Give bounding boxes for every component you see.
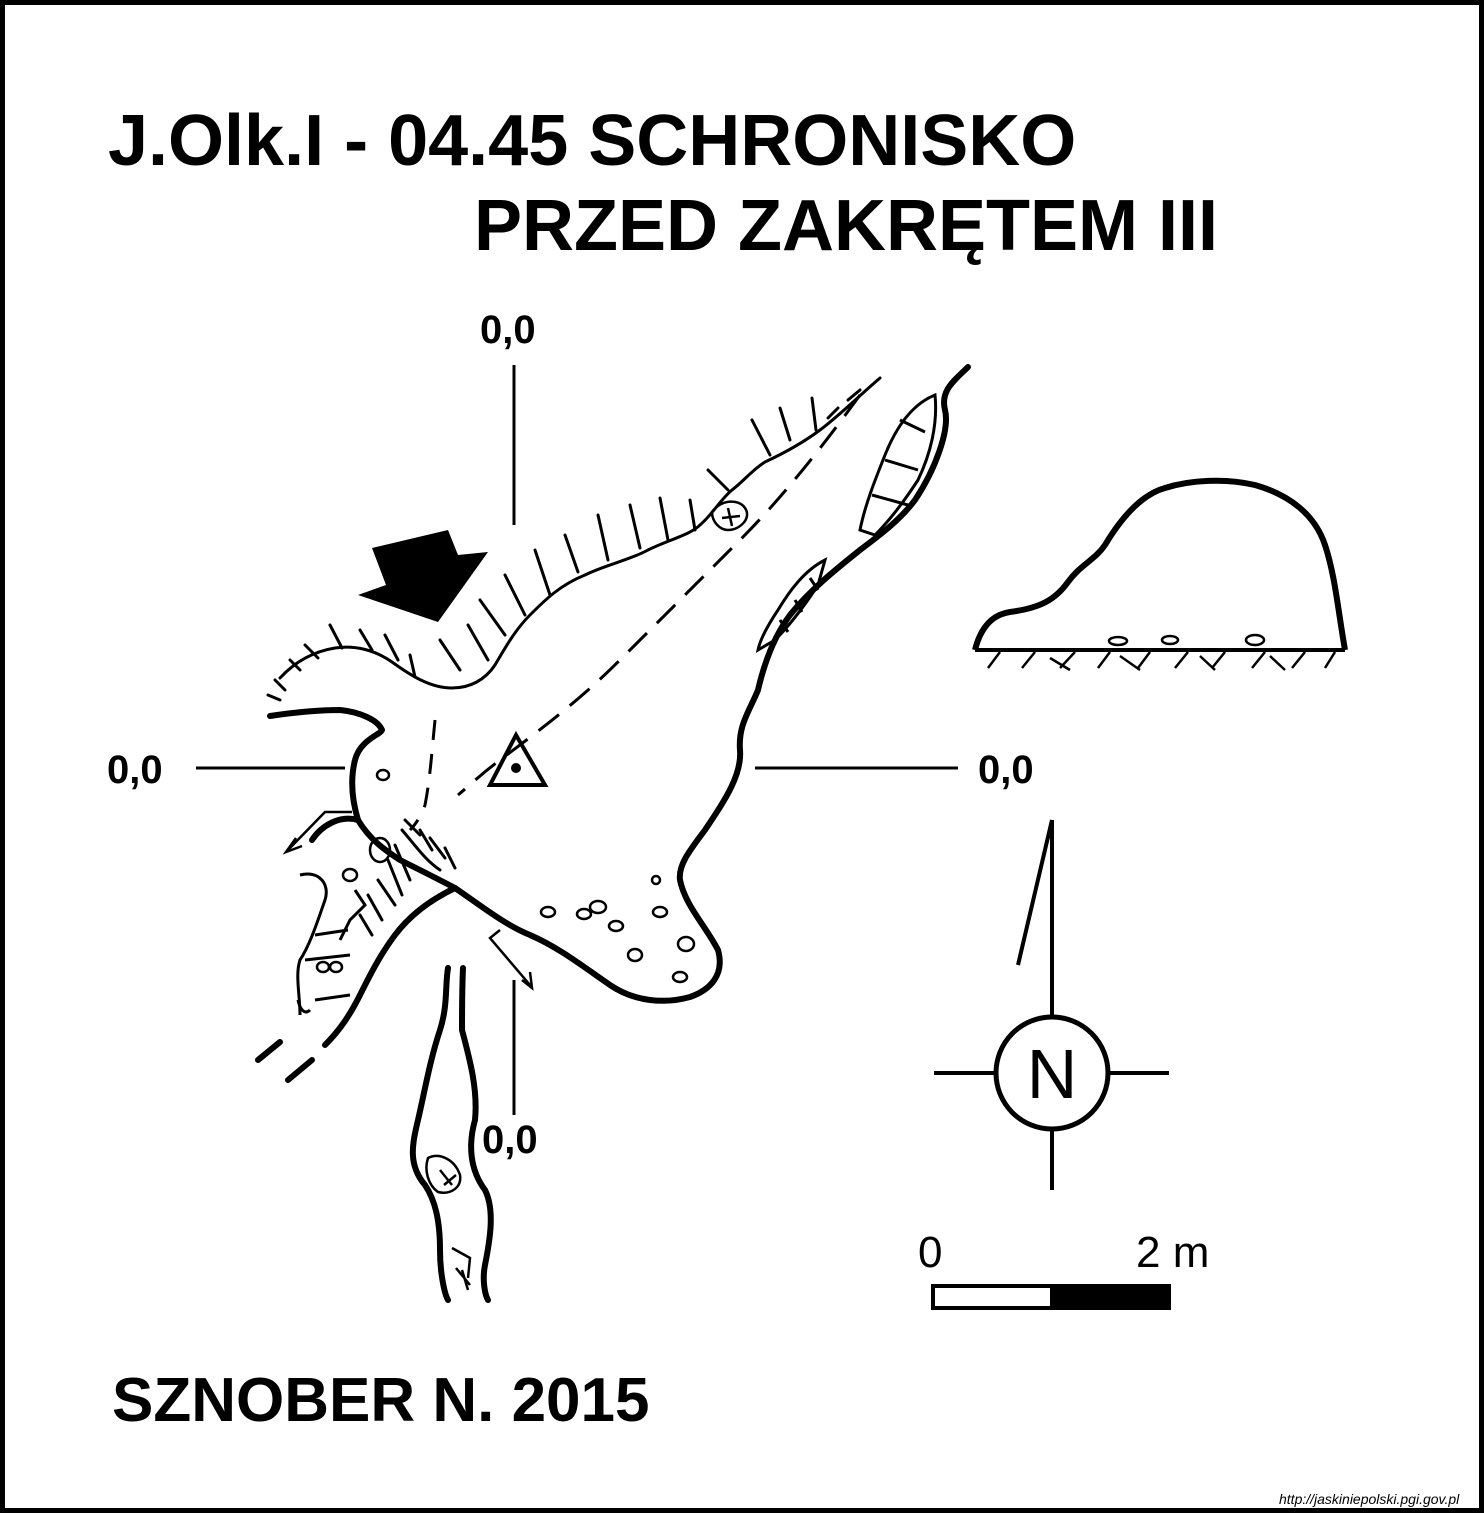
entrance-arrow-icon bbox=[358, 530, 488, 622]
north-arrow-label: N bbox=[1027, 1035, 1078, 1113]
coordinate-crosshair bbox=[196, 365, 958, 1115]
scale-end-label: 2 m bbox=[1136, 1228, 1210, 1277]
scale-bar bbox=[931, 1284, 1171, 1310]
coord-label-bottom: 0,0 bbox=[482, 1118, 538, 1162]
rubble-stones bbox=[315, 500, 749, 984]
map-title-line-2: PRZED ZAKRĘTEM III bbox=[474, 186, 1219, 266]
source-url: http://jaskiniepolski.pgi.gov.pl bbox=[1279, 1491, 1460, 1507]
ceiling-dashed-line bbox=[457, 394, 862, 797]
survey-station-icon bbox=[486, 730, 549, 787]
coord-label-top: 0,0 bbox=[480, 308, 536, 352]
cave-cross-section bbox=[972, 477, 1348, 672]
author-credit: SZNOBER N. 2015 bbox=[112, 1366, 650, 1435]
north-arrow-icon bbox=[934, 819, 1169, 1190]
coord-label-left: 0,0 bbox=[107, 748, 163, 792]
cave-plan-outline bbox=[255, 364, 971, 1303]
coord-label-right: 0,0 bbox=[978, 748, 1034, 792]
scale-start-label: 0 bbox=[918, 1228, 943, 1277]
cave-dripline bbox=[266, 376, 882, 702]
map-title-line-1: J.Olk.I - 04.45 SCHRONISKO bbox=[108, 101, 1077, 181]
rock-wall-blocks bbox=[755, 392, 938, 653]
